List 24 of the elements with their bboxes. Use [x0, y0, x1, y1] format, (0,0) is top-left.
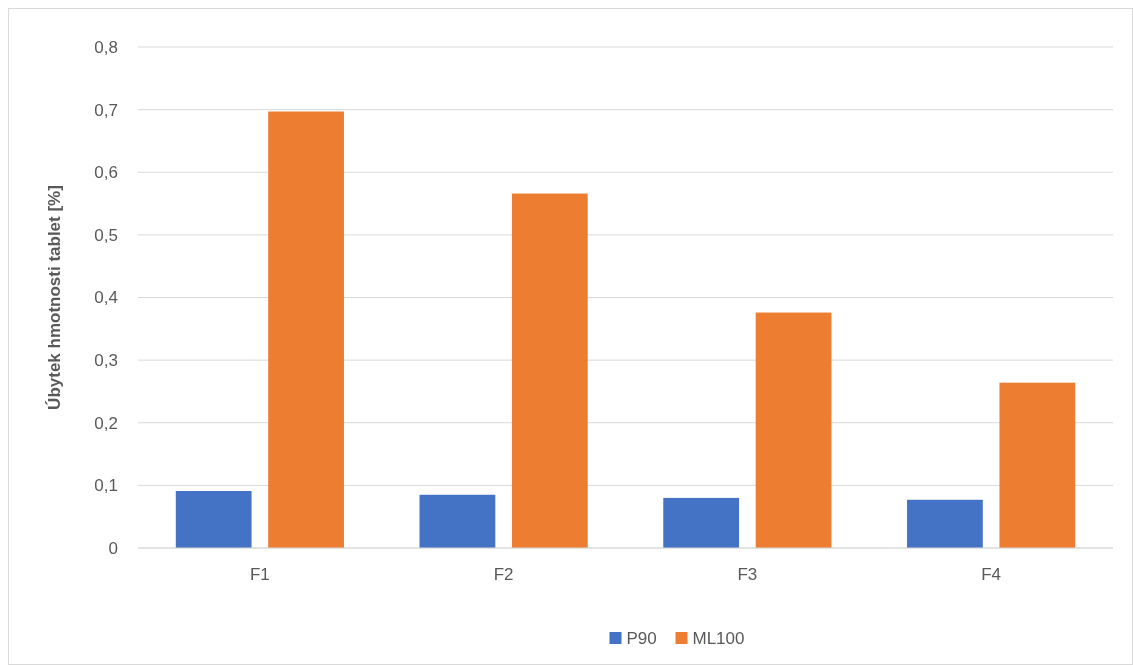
bar	[999, 382, 1076, 548]
bar	[419, 494, 496, 548]
y-tick-label: 0,5	[94, 225, 118, 245]
bar	[268, 111, 344, 548]
x-tick-label: F3	[737, 565, 758, 584]
y-tick-label: 0,7	[94, 100, 118, 120]
y-tick-label: 0,6	[94, 163, 118, 183]
bar	[907, 499, 983, 548]
bar	[175, 491, 252, 548]
legend-label: ML100	[692, 628, 745, 648]
bar	[511, 193, 588, 548]
y-tick-label: 0,2	[94, 413, 118, 433]
x-tick-label: F2	[493, 565, 514, 584]
y-axis-title: Úbytek hmotnosti tablet [%]	[45, 185, 64, 410]
bar	[755, 312, 832, 548]
y-tick-label: 0,4	[94, 288, 118, 308]
y-tick-label: 0,8	[94, 37, 118, 57]
bar	[663, 497, 740, 548]
x-tick-label: F1	[249, 565, 270, 584]
legend-label: P90	[626, 628, 657, 648]
x-tick-label: F4	[981, 565, 1002, 584]
y-tick-label: 0	[108, 538, 118, 558]
y-tick-label: 0,1	[94, 476, 118, 496]
y-tick-label: 0,3	[94, 351, 118, 371]
